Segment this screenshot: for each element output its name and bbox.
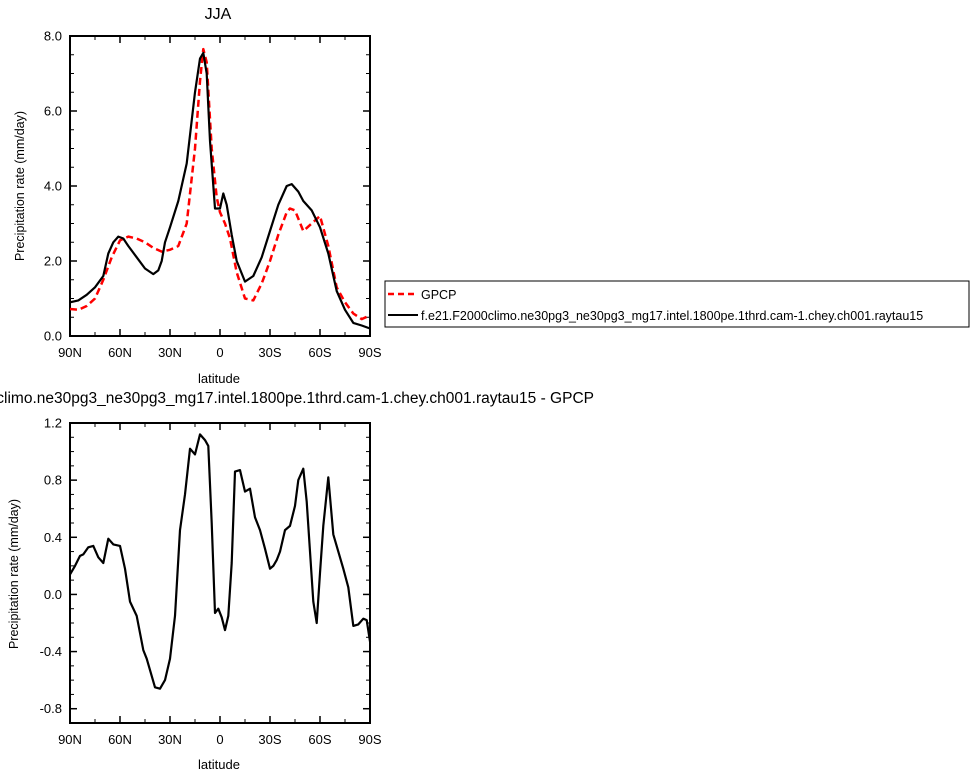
x-tick-label: 60N	[108, 345, 132, 360]
x-tick-label: 30S	[258, 345, 281, 360]
x-tick-label: 90N	[58, 732, 82, 747]
y-tick-label: 1.2	[44, 416, 62, 431]
series-line-1-0	[69, 433, 372, 690]
x-tick-label: 90S	[358, 345, 381, 360]
bottom-chart-title: f.e21.F2000climo.ne30pg3_ne30pg3_mg17.in…	[0, 390, 594, 407]
top-axis-ticks: 90N 60N 30N 0 30S 60S 90S 0.0 2.0 4.0 6.0 8.0	[44, 29, 382, 361]
x-tick-label: 30N	[158, 345, 182, 360]
y-tick-label: 0.0	[44, 329, 62, 344]
legend-label-model: f.e21.F2000climo.ne30pg3_ne30pg3_mg17.in…	[421, 309, 923, 323]
legend-box	[384, 280, 970, 328]
x-tick-label: 90N	[58, 345, 82, 360]
bottom-x-axis-label: latitude	[198, 757, 240, 772]
y-tick-label: 6.0	[44, 104, 62, 119]
top-series-lines	[69, 47, 371, 330]
series-line-0-1	[69, 51, 371, 330]
series-line-0-0	[69, 47, 371, 321]
bottom-series-lines	[69, 433, 372, 690]
x-tick-label: 30S	[258, 732, 281, 747]
y-tick-label: 4.0	[44, 179, 62, 194]
x-tick-label: 90S	[358, 732, 381, 747]
top-line-chart: JJA 90N 60N 30N 0 30S 60S 90S 0.0 2.0 4.0 6.0 8.0 l…	[13, 6, 382, 386]
top-plot-frame	[69, 35, 371, 337]
x-tick-label: 0	[216, 732, 223, 747]
y-tick-label: 2.0	[44, 254, 62, 269]
y-tick-label: -0.4	[40, 644, 62, 659]
top-chart-title: JJA	[205, 6, 232, 23]
bottom-line-chart: f.e21.F2000climo.ne30pg3_ne30pg3_mg17.in…	[0, 390, 594, 772]
x-tick-label: 60S	[308, 732, 331, 747]
x-tick-label: 60N	[108, 732, 132, 747]
bottom-y-axis-label: Precipitation rate (mm/day)	[7, 499, 21, 649]
y-tick-label: 0.0	[44, 587, 62, 602]
y-tick-label: 8.0	[44, 29, 62, 44]
y-tick-label: -0.8	[40, 701, 62, 716]
bottom-axis-ticks: 90N 60N 30N 0 30S 60S 90S -0.8 -0.4 0.0 0.4 0.8 1.2	[40, 416, 382, 748]
y-tick-label: 0.4	[44, 530, 62, 545]
x-tick-label: 30N	[158, 732, 182, 747]
x-tick-label: 60S	[308, 345, 331, 360]
y-tick-label: 0.8	[44, 473, 62, 488]
bottom-plot-frame	[69, 422, 371, 724]
top-y-axis-label: Precipitation rate (mm/day)	[13, 111, 27, 261]
legend-label-gpcp: GPCP	[421, 288, 456, 302]
legend: GPCP f.e21.F2000climo.ne30pg3_ne30pg3_mg…	[384, 280, 970, 328]
top-x-axis-label: latitude	[198, 371, 240, 386]
x-tick-label: 0	[216, 345, 223, 360]
